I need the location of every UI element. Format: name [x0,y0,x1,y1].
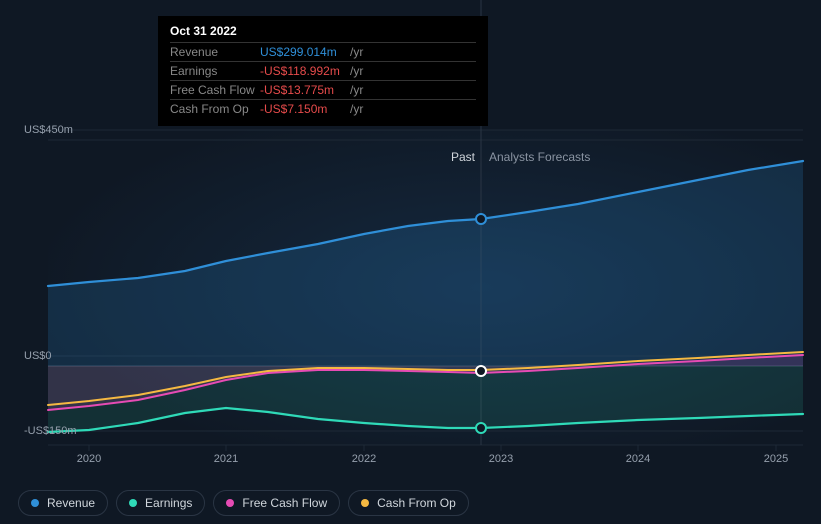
y-tick-label: US$450m [24,124,73,136]
tooltip-row-value: -US$118.992m [260,64,350,78]
x-tick-label: 2024 [618,453,658,465]
forecast-label: Analysts Forecasts [489,150,590,164]
y-tick-label: -US$150m [24,425,77,437]
tooltip-row-label: Earnings [170,64,260,78]
x-tick-label: 2025 [756,453,796,465]
tooltip-row-unit: /yr [350,102,363,116]
tooltip-row: Earnings-US$118.992m /yr [170,61,476,80]
tooltip-row-value: US$299.014m [260,45,350,59]
financials-chart: US$450m US$0 -US$150m 2020 2021 2022 2023 2024… [18,0,803,524]
chart-tooltip: Oct 31 2022 RevenueUS$299.014m /yrEarnin… [158,16,488,126]
legend-item-fcf[interactable]: Free Cash Flow [213,490,340,516]
x-tick-label: 2023 [481,453,521,465]
legend-item-cfo[interactable]: Cash From Op [348,490,469,516]
tooltip-row: RevenueUS$299.014m /yr [170,42,476,61]
legend-item-label: Cash From Op [377,496,456,510]
tooltip-row: Cash From Op-US$7.150m /yr [170,99,476,118]
x-tick-label: 2021 [206,453,246,465]
chart-svg[interactable] [48,130,803,445]
legend-dot-icon [226,499,234,507]
tooltip-row-unit: /yr [350,64,363,78]
tooltip-row-label: Revenue [170,45,260,59]
tooltip-row-value: -US$7.150m [260,102,350,116]
y-tick-label: US$0 [24,350,52,362]
tooltip-date: Oct 31 2022 [170,24,476,42]
x-tick-label: 2022 [344,453,384,465]
tooltip-row: Free Cash Flow-US$13.775m /yr [170,80,476,99]
legend-item-label: Revenue [47,496,95,510]
tooltip-row-label: Free Cash Flow [170,83,260,97]
legend-item-label: Free Cash Flow [242,496,327,510]
legend-dot-icon [129,499,137,507]
x-tick-label: 2020 [69,453,109,465]
chart-legend: Revenue Earnings Free Cash Flow Cash From O… [18,490,469,516]
tooltip-row-value: -US$13.775m [260,83,350,97]
tooltip-row-unit: /yr [350,83,363,97]
legend-item-label: Earnings [145,496,192,510]
past-label: Past [18,150,475,164]
tooltip-row-label: Cash From Op [170,102,260,116]
legend-dot-icon [31,499,39,507]
tooltip-row-unit: /yr [350,45,363,59]
legend-dot-icon [361,499,369,507]
legend-item-revenue[interactable]: Revenue [18,490,108,516]
legend-item-earnings[interactable]: Earnings [116,490,205,516]
